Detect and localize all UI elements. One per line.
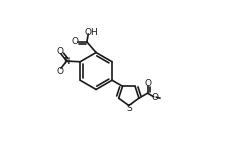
Text: O: O <box>145 79 152 88</box>
Text: O: O <box>71 37 79 46</box>
Text: OH: OH <box>85 28 99 37</box>
Text: O: O <box>152 93 159 102</box>
Text: N: N <box>63 57 70 66</box>
Text: O: O <box>57 47 64 56</box>
Text: O: O <box>57 67 64 76</box>
Text: S: S <box>126 104 132 113</box>
